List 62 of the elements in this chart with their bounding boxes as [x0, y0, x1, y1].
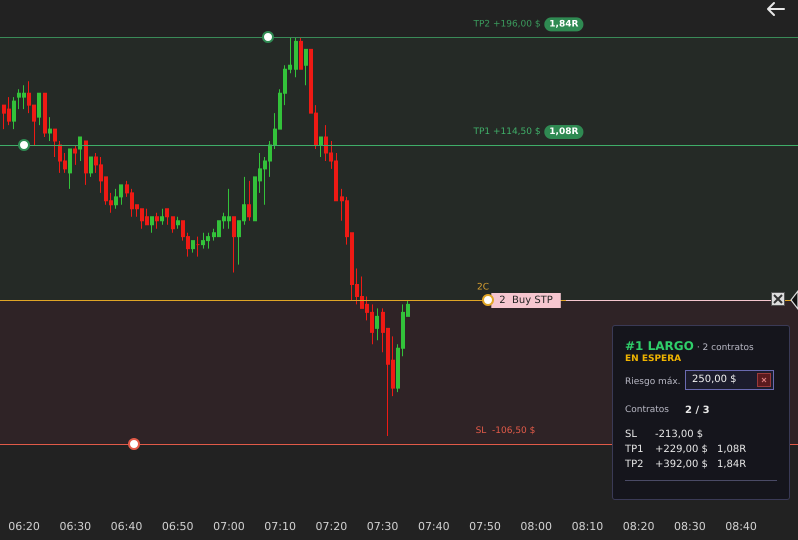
text: · 2 contratos — [696, 343, 754, 353]
candlestick — [155, 212, 159, 230]
annotation: SL -106,50 $ — [476, 426, 536, 436]
annotation: 2C — [477, 282, 490, 292]
candlestick — [247, 180, 251, 222]
x-tick-label: 08:10 — [572, 520, 604, 533]
text: 1,08R — [717, 444, 748, 455]
x-tick-label: 07:30 — [366, 520, 398, 533]
candlestick — [37, 92, 41, 126]
candlestick — [12, 96, 16, 130]
candlestick — [191, 240, 195, 254]
candlestick — [89, 156, 93, 178]
x-tick-label: 08:40 — [725, 520, 757, 533]
candlestick — [294, 36, 298, 78]
x-tick-label: 07:20 — [315, 520, 348, 533]
annotation: -213,00 $ — [655, 429, 704, 440]
candlestick — [53, 128, 57, 158]
annotation: 250,00 $ — [692, 374, 737, 385]
candlestick — [160, 208, 164, 226]
candlestick — [78, 136, 82, 162]
x-tick-label: 06:20 — [8, 520, 40, 533]
annotation: Contratos — [625, 405, 669, 415]
candlestick — [84, 140, 88, 186]
annotation: 2 / 3 — [685, 405, 710, 416]
candlestick — [299, 36, 303, 70]
annotation: Riesgo máx. — [625, 377, 681, 387]
candlestick — [176, 216, 180, 230]
x-tick-label: 07:50 — [469, 520, 501, 533]
x-tick-label: 07:10 — [264, 520, 296, 533]
text: +229,00 $ — [655, 444, 709, 455]
candlestick — [165, 208, 169, 226]
x-tick-label: 06:50 — [162, 520, 194, 533]
x-tick-label: 06:30 — [59, 520, 92, 533]
annotation: 2 Buy STP — [499, 294, 553, 306]
x-tick-label: 08:20 — [622, 520, 654, 533]
candlestick — [150, 216, 154, 234]
text: TP2 — [625, 459, 645, 470]
x-tick-label: 08:30 — [674, 520, 706, 533]
annotation: SL — [625, 429, 638, 440]
candlestick — [73, 144, 77, 166]
candlestick — [375, 308, 379, 341]
candlestick — [171, 216, 175, 234]
candlestick — [48, 116, 52, 142]
annotation: EN ESPERA — [625, 354, 682, 364]
x-tick-label: 07:00 — [213, 520, 245, 533]
annotation: 1,84R — [549, 19, 578, 30]
text: +392,00 $ — [655, 459, 709, 470]
candlestick — [196, 236, 200, 258]
candlestick — [43, 92, 47, 138]
candlestick — [232, 216, 236, 274]
annotation: TP2 +196,00 $ — [472, 19, 541, 30]
x-tick-label: 07:40 — [418, 520, 450, 533]
text: TP1 — [625, 444, 645, 455]
candlestick — [319, 136, 323, 158]
text: 1,84R — [717, 459, 748, 470]
x-tick-label: 06:40 — [110, 520, 142, 533]
annotation: TP1 +114,50 $ — [472, 127, 541, 138]
text: #1 LARGO — [625, 339, 694, 353]
annotation: 1,08R — [549, 127, 578, 138]
candlestick — [304, 48, 308, 86]
x-tick-label: 08:00 — [520, 520, 552, 533]
candlestick — [68, 148, 72, 190]
